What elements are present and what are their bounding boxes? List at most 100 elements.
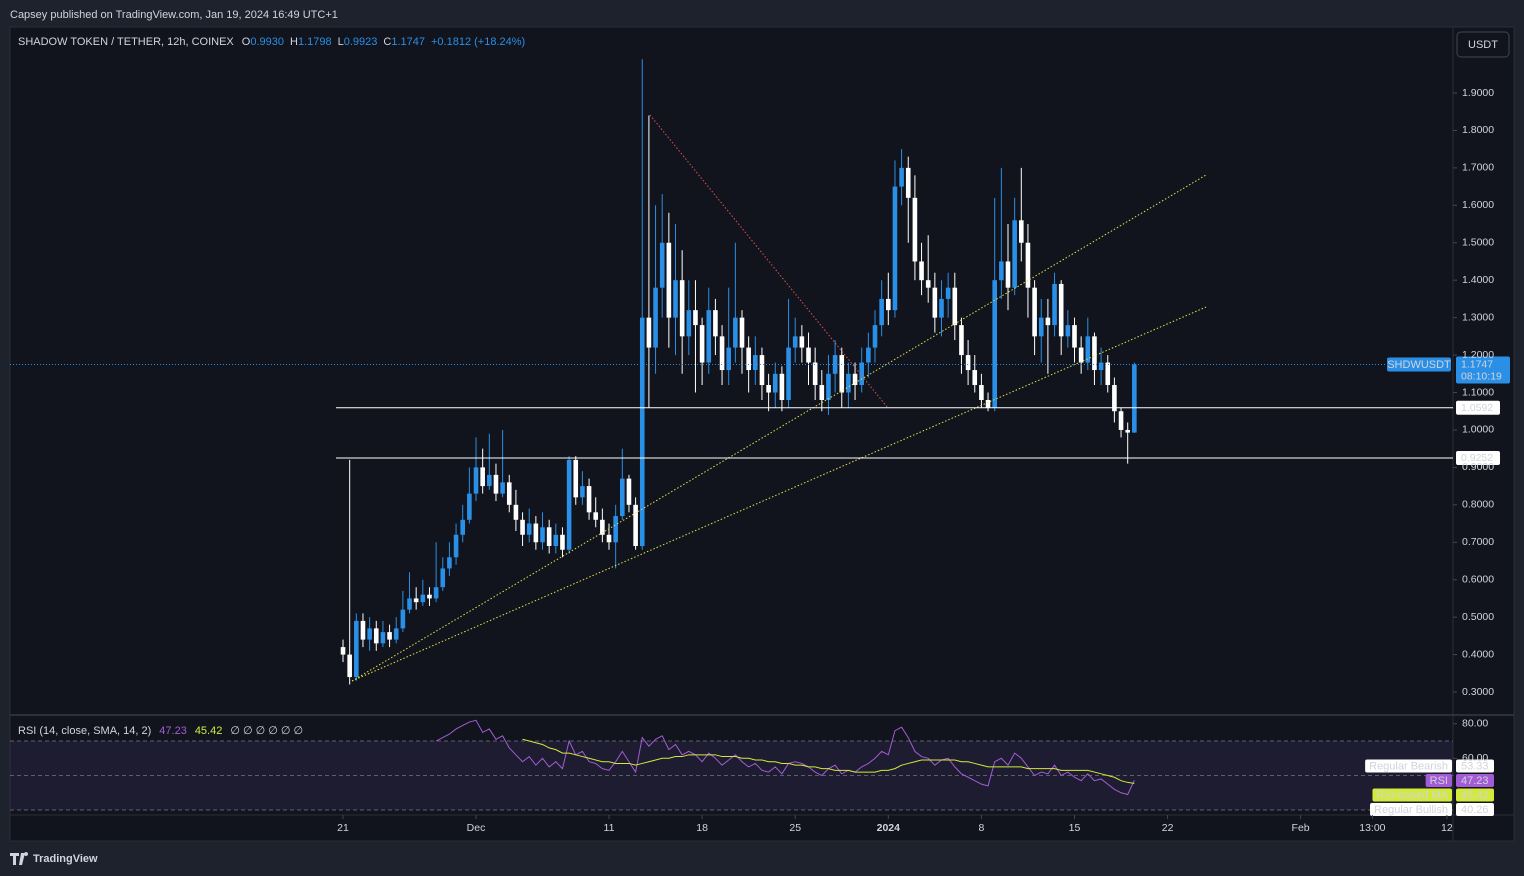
rsi-line: [435, 719, 1135, 796]
candle-body: [1045, 317, 1051, 326]
currency-button[interactable]: [1456, 31, 1510, 58]
ohlc-key: L: [338, 36, 344, 48]
y-tick-label: 1.8000: [1462, 124, 1494, 136]
candle-body: [985, 399, 991, 408]
level-label: 1.0592: [1461, 402, 1493, 414]
candle-body: [1098, 362, 1104, 371]
candle-body: [786, 347, 791, 400]
symbol-title: SHADOW TOKEN / TETHER, 12h, COINEX: [18, 36, 234, 48]
candle-body: [819, 385, 825, 400]
rsi-tag-value: 47.23: [1461, 775, 1489, 787]
y-tick-label: 1.1000: [1462, 386, 1494, 398]
y-tick-label: 0.7000: [1462, 536, 1494, 548]
x-tick-label: 15: [1069, 822, 1081, 834]
candle-body: [487, 474, 492, 487]
candle-body: [1092, 336, 1097, 371]
y-tick-label: 1.0000: [1462, 424, 1494, 436]
candle-body: [912, 197, 918, 262]
candle-body: [639, 317, 645, 547]
candle-body: [1105, 362, 1111, 386]
x-tick-label: 22: [1162, 822, 1174, 834]
rsi-value-bg: [1456, 759, 1494, 773]
x-tick-label: 18: [696, 822, 708, 834]
candle-body: [892, 186, 898, 311]
candle-body: [852, 373, 858, 386]
candle-body: [733, 317, 738, 348]
candle-body: [1025, 242, 1031, 288]
rsi-tag-name: RSI: [1430, 775, 1448, 787]
candle-body: [846, 373, 851, 393]
drawings: [351, 114, 1207, 682]
candle-body: [812, 362, 818, 386]
rsi-indicators: ∅ ∅ ∅ ∅ ∅ ∅: [230, 725, 303, 737]
rsi-tag-bg: [1370, 803, 1452, 816]
candle-body: [413, 598, 419, 603]
candle-body: [560, 534, 565, 550]
trend-line: [351, 174, 1207, 682]
candle-body: [1058, 283, 1064, 337]
y-tick-label: 1.7000: [1462, 162, 1494, 174]
candle-body: [453, 534, 459, 558]
candle-body: [500, 482, 505, 494]
candle-body: [1018, 220, 1024, 243]
candle-body: [480, 467, 485, 487]
candle-body: [686, 310, 692, 337]
candle-body: [673, 280, 678, 318]
symbol-tag: [1387, 357, 1451, 372]
candle-body: [992, 280, 997, 408]
rsi-value-bg: [1456, 803, 1494, 816]
rsi-value: 45.42: [195, 725, 223, 737]
ohlc-value: 1.1798: [298, 36, 332, 48]
rsi-tag-name: Regular Bullish: [1374, 804, 1448, 816]
symbol-tag-label: SHDWUSDT: [1387, 359, 1451, 371]
candle-body: [792, 336, 798, 348]
candle-body: [580, 486, 585, 498]
rsi-line: [522, 738, 1135, 784]
candle-body: [945, 287, 951, 299]
candle-body: [1052, 283, 1057, 326]
candle-body: [753, 355, 758, 371]
candle-body: [340, 647, 346, 655]
candle-body: [1032, 287, 1037, 337]
candle-body: [440, 568, 446, 588]
ohlc-value: 0.9930: [250, 36, 284, 48]
candle-body: [347, 654, 352, 678]
candle-body: [859, 362, 865, 386]
rsi-legend: RSI (14, close, SMA, 14, 2) 47.23 45.42 ∅ ∅…: [18, 725, 303, 737]
candles: [10, 59, 1453, 811]
x-tick-label: Dec: [467, 822, 486, 834]
candle-body: [959, 325, 964, 356]
brand: TradingView: [33, 853, 98, 865]
candle-body: [1012, 220, 1017, 288]
x-tick-label: 21: [337, 822, 349, 834]
y-tick-label: 0.8000: [1462, 499, 1494, 511]
chart-background: [9, 26, 1515, 842]
candle-body: [1065, 325, 1071, 337]
rsi-tag-value: 53.33: [1461, 760, 1489, 772]
rsi-tag-name: Regular Bearish: [1369, 760, 1448, 772]
brand-logo: [10, 852, 29, 865]
ohlc-key: C: [383, 36, 391, 48]
x-tick-label: 13:00: [1359, 822, 1385, 834]
candle-body: [1038, 317, 1044, 337]
candle-body: [699, 325, 705, 363]
candle-body: [626, 478, 632, 505]
rsi-tag-value: 45.42: [1461, 789, 1489, 801]
candle-body: [613, 516, 618, 543]
y-tick-label: 1.6000: [1462, 199, 1494, 211]
x-tick-label: 11: [604, 822, 615, 834]
candle-body: [759, 355, 765, 386]
x-tick-label: 2024: [877, 822, 901, 834]
y-tick-label: 1.3000: [1462, 311, 1494, 323]
change: +0.1812 (+18.24%): [431, 36, 525, 48]
candle-body: [407, 598, 412, 610]
currency-label[interactable]: USDT: [1468, 39, 1498, 51]
level-tag: [1456, 400, 1500, 415]
candle-body: [866, 347, 871, 363]
y-tick-label: 1.5000: [1462, 237, 1494, 249]
candle-body: [620, 478, 625, 517]
candle-body: [600, 519, 605, 535]
candle-body: [932, 287, 938, 318]
candle-body: [899, 167, 904, 187]
